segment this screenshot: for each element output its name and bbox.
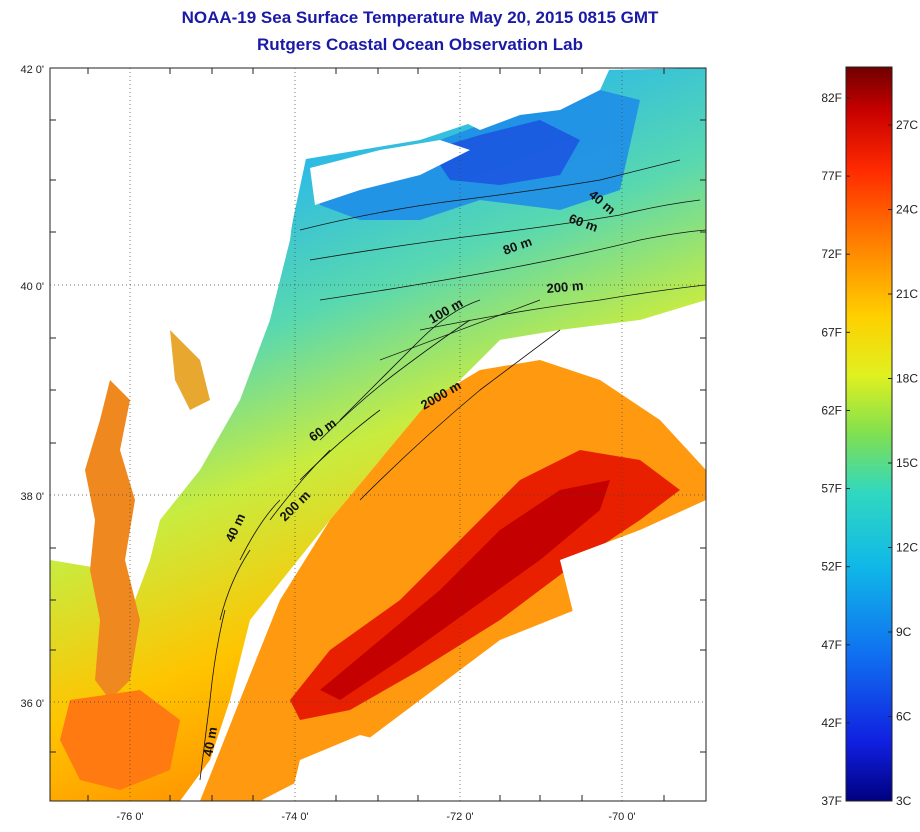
colorbar-c-label: 9C [896,625,912,639]
lon-tick-label: -70 0' [608,811,635,823]
graticule [50,68,706,801]
lon-tick-label: -74 0' [281,811,308,823]
map-title: NOAA-19 Sea Surface Temperature May 20, … [181,8,659,27]
colorbar-f-label: 67F [821,325,842,339]
colorbar-c-label: 3C [896,794,912,808]
contour-label: 200 m [546,278,584,296]
colorbar-f-label: 57F [821,482,842,496]
colorbar-f-label: 72F [821,247,842,261]
colorbar-labels: 82F 77F 72F 67F 62F 57F 52F 47F 42F 37F 27C 24C 21C 1… [821,91,918,808]
contour-label: 40 m [200,726,220,758]
sst-field: 40 m 60 m 80 m 200 m 100 m 2000 m 60 m 2… [50,68,706,801]
colorbar-f-label: 62F [821,403,842,417]
lat-tick-label: 38 0' [20,491,44,503]
lon-tick-label: -76 0' [116,811,143,823]
colorbar-c-label: 21C [896,287,918,301]
land-long-island [310,140,470,205]
map-subtitle: Rutgers Coastal Ocean Observation Lab [257,35,583,54]
lon-tick-label: -72 0' [446,811,473,823]
colorbar-c-label: 12C [896,541,918,555]
lat-tick-label: 36 0' [20,698,44,710]
colorbar-f-label: 42F [821,716,842,730]
cold-core [430,120,580,185]
colorbar-c-label: 24C [896,203,918,217]
cloud-south-3 [290,735,420,801]
gulf-stream-hot [320,480,610,700]
bathymetry-contours [199,159,706,781]
cloud-south-1 [560,500,706,650]
land-new-england [460,68,610,130]
colorbar-f-label: 37F [821,794,842,808]
colorbar-ticks [846,97,892,802]
lat-tick-label: 42 0' [20,64,44,76]
cloud-south-4 [600,770,706,801]
colorbar-c-label: 6C [896,710,912,724]
lat-tick-label: 40 0' [20,281,44,293]
map-ticks [50,68,706,801]
colorbar-f-label: 82F [821,91,842,105]
cloud-north [500,310,706,370]
colorbar-c-label: 18C [896,372,918,386]
chesapeake-bay [85,380,140,700]
colorbar-f-label: 77F [821,169,842,183]
colorbar-c-label: 15C [896,456,918,470]
colorbar [845,66,893,802]
colorbar-f-label: 47F [821,638,842,652]
shelf-water [50,68,706,801]
pamlico-water [60,690,180,790]
colorbar-c-label: 27C [896,118,918,132]
cloud-south-2 [440,650,706,770]
colorbar-f-label: 52F [821,560,842,574]
delaware-bay [170,330,210,410]
